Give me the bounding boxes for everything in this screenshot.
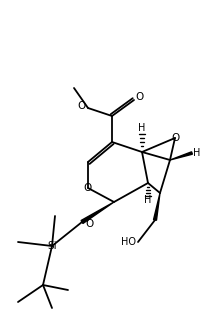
Text: O: O xyxy=(136,92,144,102)
Text: Si: Si xyxy=(47,241,57,251)
Text: H: H xyxy=(144,195,152,205)
Text: O: O xyxy=(78,101,86,111)
Text: O: O xyxy=(86,219,94,229)
Text: O: O xyxy=(84,183,92,193)
Text: H: H xyxy=(193,148,201,158)
Text: O: O xyxy=(171,133,179,143)
Text: HO: HO xyxy=(121,237,135,247)
Text: H: H xyxy=(138,123,146,133)
Polygon shape xyxy=(170,152,192,160)
Polygon shape xyxy=(81,202,114,223)
Polygon shape xyxy=(154,193,160,220)
